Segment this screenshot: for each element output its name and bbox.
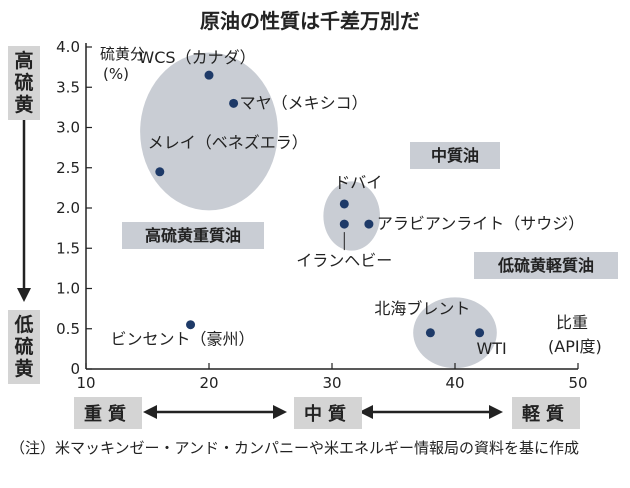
point-label: 北海ブレント <box>374 299 470 318</box>
horizontal-arrow-right <box>359 405 503 419</box>
source-note: （注）米マッキンゼー・アンド・カンパニーや米エネルギー情報局の資料を基に作成 <box>10 439 579 457</box>
point-label: ビンセント（豪州） <box>111 330 255 349</box>
data-point <box>339 199 349 209</box>
point-label: ドバイ <box>334 173 382 192</box>
y-tick-label: 1.0 <box>56 280 80 298</box>
y-tick-label: 3.5 <box>56 78 80 96</box>
y-tick-label: 2.5 <box>56 159 80 177</box>
side-label-high-sulfur: 高硫黄 <box>8 46 40 120</box>
group-label-box <box>474 252 618 279</box>
group-ellipse-1 <box>323 181 380 251</box>
point-label: マヤ（メキシコ） <box>240 93 368 112</box>
y-tick-label: 1.5 <box>56 239 80 257</box>
data-point <box>425 328 435 338</box>
y-tick-label: 4.0 <box>56 38 80 56</box>
group-label-box <box>410 142 500 169</box>
data-point <box>186 320 196 330</box>
point-label: WCS（カナダ） <box>138 48 255 67</box>
point-label: イランヘビー <box>296 251 392 270</box>
group-label: 高硫黄重質油 <box>145 226 241 245</box>
y-tick-label: 0.5 <box>56 320 80 338</box>
chart-title: 原油の性質は千差万別だ <box>200 9 420 33</box>
x-tick-label: 50 <box>568 374 587 392</box>
data-point <box>364 219 374 229</box>
y-tick-label: 2.0 <box>56 199 80 217</box>
point-label: WTI <box>476 339 506 358</box>
side-label-low-sulfur: 低硫黄 <box>8 310 40 384</box>
data-point <box>339 219 349 229</box>
data-point <box>475 328 485 338</box>
data-point <box>229 98 239 108</box>
group-label: 低硫黄軽質油 <box>497 256 594 275</box>
x-tick-label: 10 <box>76 374 95 392</box>
group-ellipse-0 <box>140 52 278 211</box>
y-tick-label: 0 <box>70 360 80 378</box>
x-tick-label: 20 <box>199 374 218 392</box>
x-tick-label: 30 <box>322 374 341 392</box>
x-axis-label: 比重 <box>556 313 588 332</box>
bottom-label-medium: 中質 <box>294 397 362 429</box>
data-point <box>155 167 165 177</box>
group-label: 中質油 <box>431 146 479 165</box>
point-label: アラビアンライト（サウジ） <box>377 214 584 233</box>
group-ellipse-2 <box>413 297 497 369</box>
y-axis-label: 硫黄分 <box>100 45 145 63</box>
horizontal-arrow-left <box>143 405 287 419</box>
data-point <box>204 70 214 80</box>
group-label-box <box>122 222 264 249</box>
bottom-label-light: 軽質 <box>512 397 580 429</box>
y-axis-unit: (%) <box>103 65 129 83</box>
bottom-label-heavy: 重質 <box>74 397 142 429</box>
vertical-arrow <box>17 90 31 302</box>
y-tick-label: 3.0 <box>56 119 80 137</box>
point-label: メレイ（ベネズエラ） <box>148 133 308 152</box>
x-tick-label: 40 <box>445 374 464 392</box>
x-axis-unit: (API度) <box>548 337 602 356</box>
